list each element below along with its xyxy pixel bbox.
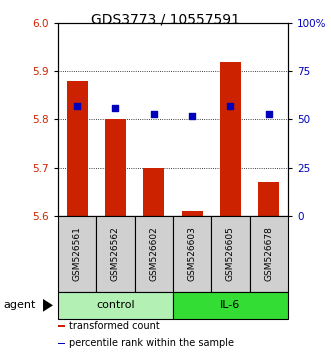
Bar <box>220 62 241 216</box>
Polygon shape <box>43 299 53 312</box>
Bar <box>258 182 279 216</box>
Text: agent: agent <box>3 300 36 310</box>
Point <box>113 105 118 111</box>
Text: IL-6: IL-6 <box>220 300 241 310</box>
Text: GDS3773 / 10557591: GDS3773 / 10557591 <box>91 12 240 27</box>
Bar <box>67 81 88 216</box>
Bar <box>58 343 65 344</box>
Bar <box>58 292 173 319</box>
Text: transformed count: transformed count <box>70 321 160 331</box>
Text: GSM526605: GSM526605 <box>226 227 235 281</box>
Text: GSM526678: GSM526678 <box>264 227 273 281</box>
Point <box>189 113 195 119</box>
Bar <box>135 216 173 292</box>
Bar <box>143 168 164 216</box>
Point <box>74 103 80 109</box>
Text: percentile rank within the sample: percentile rank within the sample <box>70 338 234 348</box>
Text: GSM526562: GSM526562 <box>111 227 120 281</box>
Point <box>151 111 157 116</box>
Bar <box>211 216 250 292</box>
Bar <box>173 216 211 292</box>
Text: GSM526602: GSM526602 <box>149 227 158 281</box>
Bar <box>182 211 203 216</box>
Text: GSM526561: GSM526561 <box>72 227 82 281</box>
Text: GSM526603: GSM526603 <box>188 227 197 281</box>
Bar <box>250 216 288 292</box>
Bar <box>58 216 96 292</box>
Bar <box>58 325 65 327</box>
Point <box>228 103 233 109</box>
Bar <box>173 292 288 319</box>
Bar <box>96 216 135 292</box>
Text: control: control <box>96 300 135 310</box>
Point <box>266 111 271 116</box>
Bar <box>105 120 126 216</box>
